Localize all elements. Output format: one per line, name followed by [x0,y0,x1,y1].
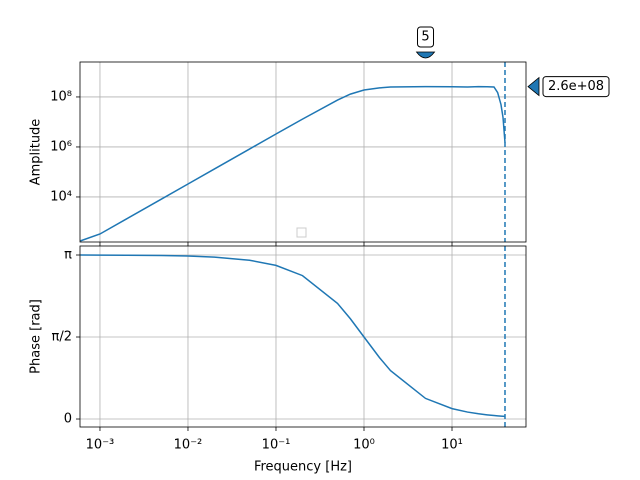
y-marker-box [542,76,610,98]
empty-legend [296,227,307,238]
series-line [80,85,506,242]
x-marker-box [417,26,435,48]
y-tick-label: 10⁸ [50,89,72,104]
y-marker-label: 2.6e+08 [548,79,604,94]
y-axis-label: Phase [rad] [29,299,44,374]
y-axis-label: Amplitude [29,119,44,186]
y-tick-label: 10⁶ [50,139,72,154]
x-tick-label: 10⁰ [353,438,375,453]
y-tick-label: 0 [64,412,72,427]
y-tick-label: π [64,248,72,263]
axes-frame [79,61,527,243]
y-tick-label: π/2 [52,330,72,345]
x-tick-label: 10⁻² [174,438,203,453]
x-tick-label: 10¹ [441,438,463,453]
x-tick-label: 10⁻¹ [262,438,291,453]
x-marker-label: 5 [421,30,429,45]
x-tick-label: 10⁻³ [86,438,115,453]
y-tick-label: 10⁴ [50,189,72,204]
x-marker-handle[interactable] [415,51,436,59]
y-marker-handle[interactable] [527,76,540,97]
x-axis-label: Frequency [Hz] [254,460,352,475]
series-line [80,254,506,418]
axes-frame [79,245,527,428]
